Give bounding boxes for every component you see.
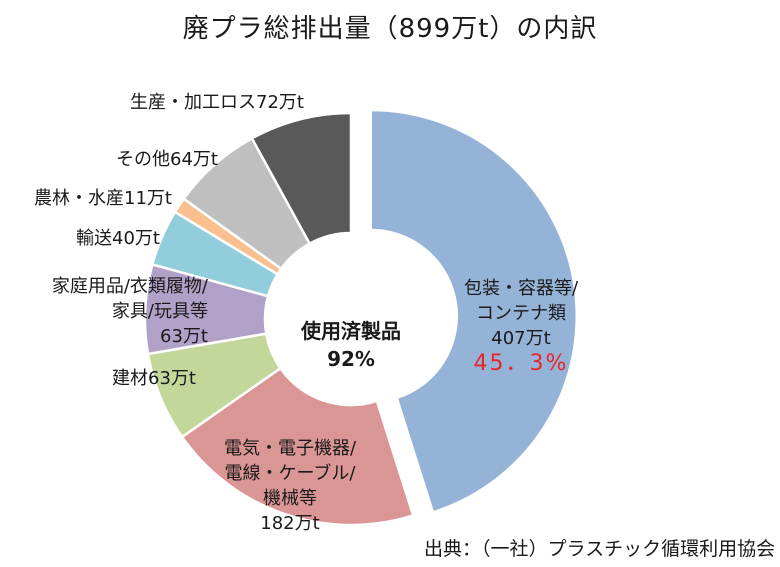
slice-label-packaging: 包装・容器等/ コンテナ類 407万t 45．3% bbox=[446, 276, 596, 376]
slice-label-electric: 電気・電子機器/ 電線・ケーブル/ 機械等 182万t bbox=[200, 436, 380, 536]
slice-label-transport-line1: 輸送40万t bbox=[76, 228, 160, 249]
center-label: 使用済製品 92% bbox=[266, 317, 436, 373]
slice-label-loss-line1: 生産・加工ロス72万t bbox=[130, 92, 304, 113]
slice-label-electric-line2: 電線・ケーブル/ bbox=[224, 463, 356, 484]
center-label-line2: 92% bbox=[327, 347, 375, 371]
slice-label-transport: 輸送40万t bbox=[76, 226, 160, 251]
slice-label-packaging-percent: 45．3% bbox=[473, 351, 569, 376]
slice-label-household-line2: 家具/玩具等 bbox=[111, 301, 208, 322]
slice-label-electric-value: 182万t bbox=[260, 513, 320, 534]
slice-label-packaging-value: 407万t bbox=[491, 328, 551, 349]
slice-label-household-line1: 家庭用品/衣類履物/ bbox=[51, 276, 208, 297]
slice-label-household: 家庭用品/衣類履物/ 家具/玩具等 63万t bbox=[0, 274, 208, 349]
slice-label-household-value: 63万t bbox=[160, 326, 208, 347]
slice-label-packaging-line1: 包装・容器等/ bbox=[463, 278, 579, 299]
slice-label-electric-line1: 電気・電子機器/ bbox=[223, 438, 357, 459]
slice-label-building-line1: 建材63万t bbox=[112, 368, 196, 389]
slice-label-building: 建材63万t bbox=[112, 366, 196, 391]
slice-label-other: その他64万t bbox=[116, 147, 218, 172]
center-label-line1: 使用済製品 bbox=[301, 319, 401, 343]
slice-label-loss: 生産・加工ロス72万t bbox=[130, 90, 304, 115]
slice-label-agri: 農林・水産11万t bbox=[34, 186, 172, 211]
slice-label-electric-line3: 機械等 bbox=[263, 488, 317, 509]
slice-electric bbox=[180, 366, 415, 527]
slice-label-other-line1: その他64万t bbox=[116, 149, 218, 170]
slice-label-agri-line1: 農林・水産11万t bbox=[34, 188, 172, 209]
slice-label-packaging-line2: コンテナ類 bbox=[476, 303, 566, 324]
chart-title: 廃プラ総排出量（899万t）の内訳 bbox=[182, 14, 598, 44]
slice-loss bbox=[250, 111, 353, 246]
source-note: 出典：（一社）プラスチック循環利用協会 bbox=[424, 538, 776, 560]
slice-packaging bbox=[369, 108, 579, 514]
